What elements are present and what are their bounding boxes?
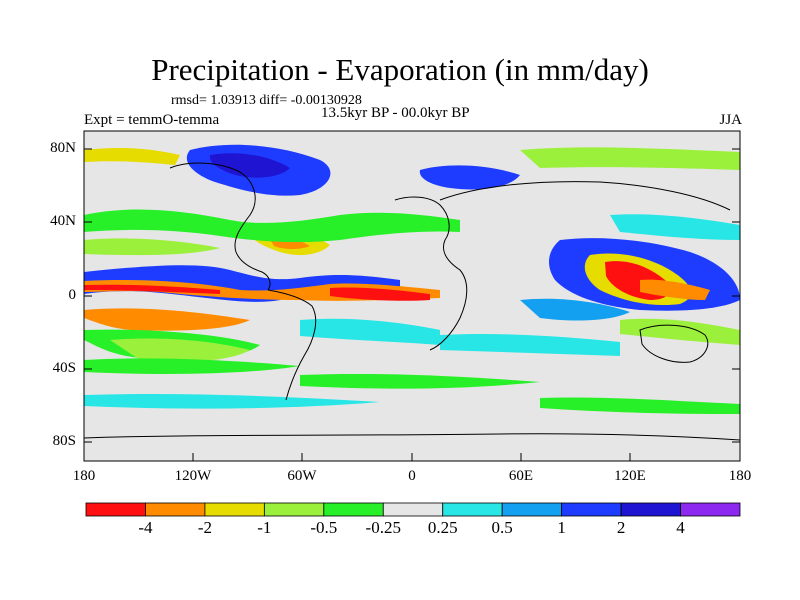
itcz-red — [84, 284, 220, 294]
colorbar-label: -4 — [138, 518, 153, 537]
field-patches — [84, 144, 740, 441]
lon-tick-120e: 120E — [614, 468, 646, 484]
southern-ocean-green-2 — [300, 373, 540, 389]
period-label: 13.5kyr BP - 00.0kyr BP — [321, 105, 470, 121]
colorbar-label: -0.25 — [365, 518, 401, 537]
colorbar-swatch — [501, 502, 563, 517]
lon-tick-120w: 120W — [174, 468, 212, 484]
lat-tick-80s: 80S — [52, 433, 76, 449]
colorbar-swatch — [442, 502, 503, 517]
southern-ocean-green-3 — [540, 397, 740, 414]
coastlines — [84, 162, 740, 441]
south-pacific-lightgreen — [110, 338, 250, 362]
colorbar-swatch — [561, 502, 622, 517]
colorbar-label: -0.5 — [310, 518, 338, 537]
lat-tick-80n: 80N — [50, 140, 76, 156]
warm-pool-orange — [640, 279, 710, 300]
colorbar-swatch — [680, 502, 741, 517]
atlantic-red — [330, 287, 430, 301]
colorbar-swatch — [145, 502, 206, 517]
north-pacific-lightgreen — [84, 238, 220, 256]
lon-tick-0: 0 — [408, 468, 416, 484]
southern-ocean-green-1 — [84, 358, 300, 374]
colorbar-swatch — [204, 502, 265, 517]
greenland-darkblue — [209, 153, 290, 178]
colorbar-swatch — [620, 502, 681, 517]
scandinavia-blue — [419, 165, 520, 190]
siberia-lightgreen — [520, 147, 740, 170]
colorbar-swatch — [382, 502, 444, 517]
antarctica-coast — [84, 433, 740, 441]
southwest-pacific-lightgreen — [620, 318, 740, 345]
colorbar-label: 1 — [557, 518, 566, 537]
africa-coast — [394, 196, 468, 351]
eurasia-coast — [439, 181, 731, 211]
north-pacific-cyan — [610, 214, 740, 240]
australia-coast — [639, 324, 709, 363]
lat-tick-40s: 40S — [52, 360, 76, 376]
colorbar-label: 0.5 — [491, 518, 513, 537]
lat-tick-0: 0 — [68, 287, 77, 303]
southern-ocean-cyan — [84, 393, 380, 409]
south-atlantic-cyan — [300, 318, 440, 345]
colorbar — [85, 502, 741, 517]
colorbar-swatch — [323, 502, 384, 517]
south-pacific-orange — [84, 308, 250, 331]
arctic-yellow — [84, 147, 180, 165]
colorbar-label: 2 — [616, 518, 626, 537]
colorbar-label: 4 — [676, 518, 685, 537]
stats-text: rmsd= 1.03913 diff= -0.00130928 — [171, 93, 362, 108]
south-indian-cyan — [440, 333, 620, 356]
colorbar-label: -1 — [257, 518, 272, 537]
lon-tick-180w: 180 — [72, 468, 96, 484]
lon-tick-60w: 60W — [287, 468, 317, 484]
colorbar-swatch — [85, 502, 146, 517]
indian-ocean-blue — [520, 298, 630, 321]
north-america-coast — [169, 162, 271, 291]
lat-tick-40n: 40N — [50, 213, 76, 229]
season-label: JJA — [719, 112, 742, 128]
lon-tick-180e: 180 — [728, 468, 752, 484]
colorbar-label: 0.25 — [427, 518, 458, 537]
mid-lat-green — [84, 209, 460, 243]
south-america-coast — [267, 289, 317, 401]
colorbar-label: -2 — [197, 518, 212, 537]
lon-tick-60e: 60E — [508, 468, 534, 484]
axis-ticks — [83, 148, 741, 461]
map-title: Precipitation - Evaporation (in mm/day) — [151, 52, 649, 87]
colorbar-swatch — [263, 502, 325, 517]
experiment-label: Expt = temmO-temma — [84, 112, 220, 128]
